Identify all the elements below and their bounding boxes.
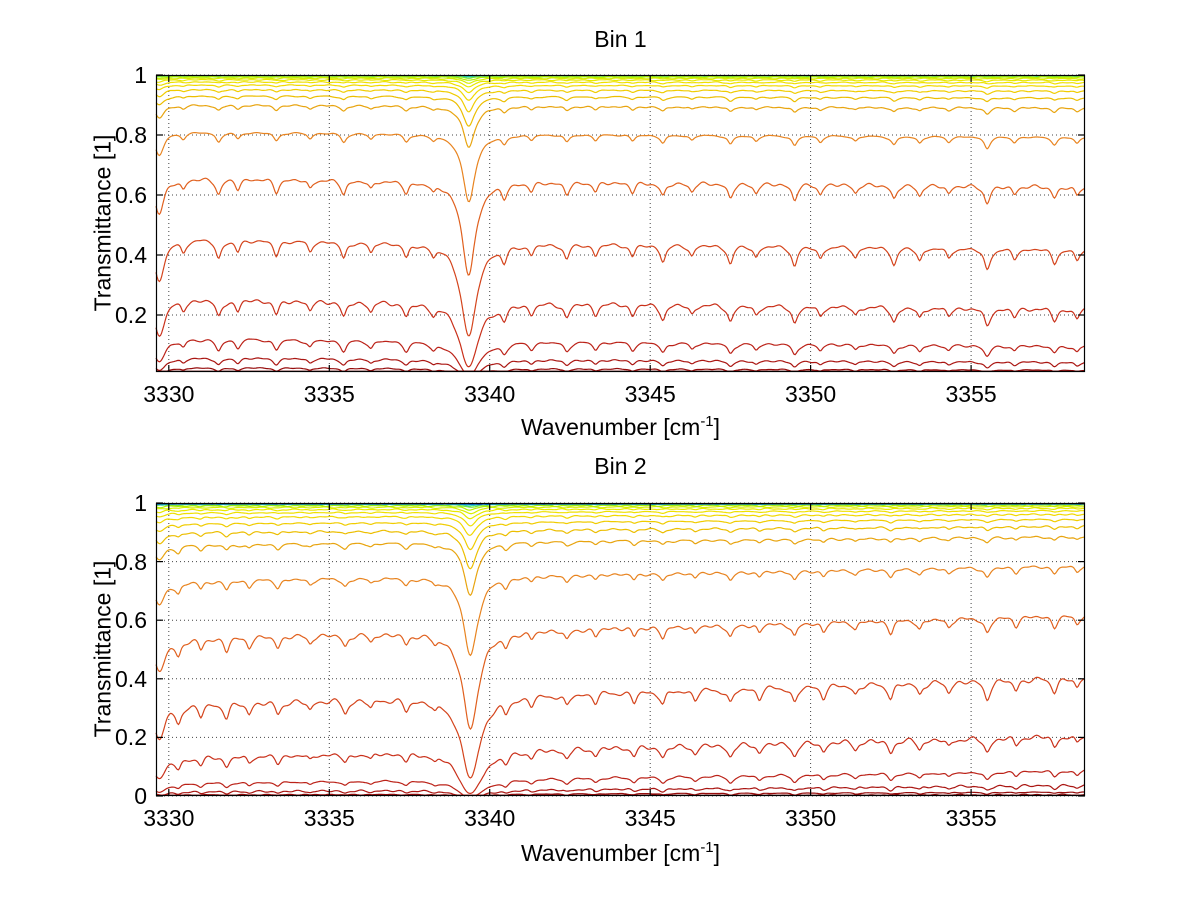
spectrum-curve <box>155 239 1086 337</box>
x-tick-label: 3335 <box>303 805 355 831</box>
x-axis-label-text: ] <box>713 414 721 440</box>
spectrum-curve <box>155 357 1086 372</box>
spectrum-curve <box>155 504 1085 511</box>
spectrum-curve <box>155 88 1085 113</box>
y-axis-label-bin2: Transmittance [1] <box>89 560 116 738</box>
x-tick-label: 3350 <box>785 381 837 407</box>
chart-title-bin2: Bin 2 <box>594 453 647 479</box>
spectrum-curve <box>155 77 1085 84</box>
x-axis-label-superscript: -1 <box>700 839 714 856</box>
spectrum-curve <box>155 513 1085 536</box>
x-axis-label-superscript: -1 <box>700 413 714 430</box>
spectrum-curve <box>155 535 1085 596</box>
spectrum-curve <box>155 299 1086 368</box>
spectrum-curve <box>155 78 1085 88</box>
spectrum-curve <box>155 509 1085 527</box>
y-tick-label: 0.4 <box>115 665 147 692</box>
spectrum-curve <box>155 80 1085 94</box>
y-tick-label: 0.6 <box>115 182 147 208</box>
y-tick-label: 0.6 <box>115 607 147 634</box>
spectrum-curve <box>156 75 1085 79</box>
y-axis-label-bin1: Transmittance [1] <box>89 134 116 312</box>
spectrum-curve <box>156 791 1085 796</box>
spectrum-curve <box>155 565 1086 657</box>
spectrum-curve <box>155 104 1085 148</box>
y-tick-label: 0.2 <box>115 724 147 751</box>
spectrum-curve <box>155 132 1085 203</box>
spectrum-curve <box>155 676 1086 779</box>
x-axis-label-bin1: Wavenumber [cm-1] <box>156 413 1085 444</box>
axes-box <box>155 74 1086 373</box>
spectrum-curve <box>156 505 1085 515</box>
x-axis-label-text: ] <box>713 840 721 866</box>
x-tick-label: 3355 <box>945 805 997 831</box>
x-tick-label: 3345 <box>624 805 676 831</box>
x-axis-label-bin2: Wavenumber [cm-1] <box>156 839 1085 870</box>
x-tick-label: 3340 <box>464 805 516 831</box>
x-tick-label: 3330 <box>143 805 195 831</box>
y-tick-label: 0.8 <box>115 122 147 148</box>
spectrum-curve <box>155 615 1086 730</box>
y-tick-label: 0.4 <box>115 242 147 268</box>
spectrum-curve <box>155 524 1085 570</box>
plot-area-bin2 <box>155 502 1086 797</box>
chart-title-bin1: Bin 1 <box>594 26 647 52</box>
y-tick-label: 0 <box>134 783 147 809</box>
x-tick-label: 3345 <box>624 381 676 407</box>
y-tick-label: 1 <box>134 490 147 516</box>
spectrum-curve <box>155 769 1086 796</box>
y-tick-label: 0.8 <box>115 548 147 575</box>
spectrum-curve <box>155 177 1086 276</box>
x-tick-label: 3335 <box>303 381 355 407</box>
spectrum-curve <box>155 518 1085 551</box>
spectrum-curve <box>155 502 1085 507</box>
x-tick-label: 3330 <box>143 381 195 407</box>
spectrum-curve <box>155 338 1085 372</box>
spectrum-curve <box>155 783 1086 796</box>
x-axis-label-text: Wavenumber [cm <box>520 414 701 440</box>
x-tick-label: 3355 <box>945 381 997 407</box>
y-tick-label: 1 <box>134 62 147 88</box>
plot-area-bin1 <box>155 74 1086 373</box>
spectrum-curve <box>155 75 1085 81</box>
y-tick-label: 0.2 <box>115 302 147 328</box>
spectrum-curve <box>155 95 1085 127</box>
spectrum-curve <box>155 84 1085 101</box>
spectrum-curve <box>155 734 1086 795</box>
spectrum-curve <box>155 507 1085 520</box>
x-tick-label: 3340 <box>464 381 516 407</box>
spectrum-curve <box>156 367 1085 373</box>
x-tick-label: 3350 <box>785 805 837 831</box>
x-axis-label-text: Wavenumber [cm <box>520 840 701 866</box>
axes-box <box>155 502 1086 797</box>
